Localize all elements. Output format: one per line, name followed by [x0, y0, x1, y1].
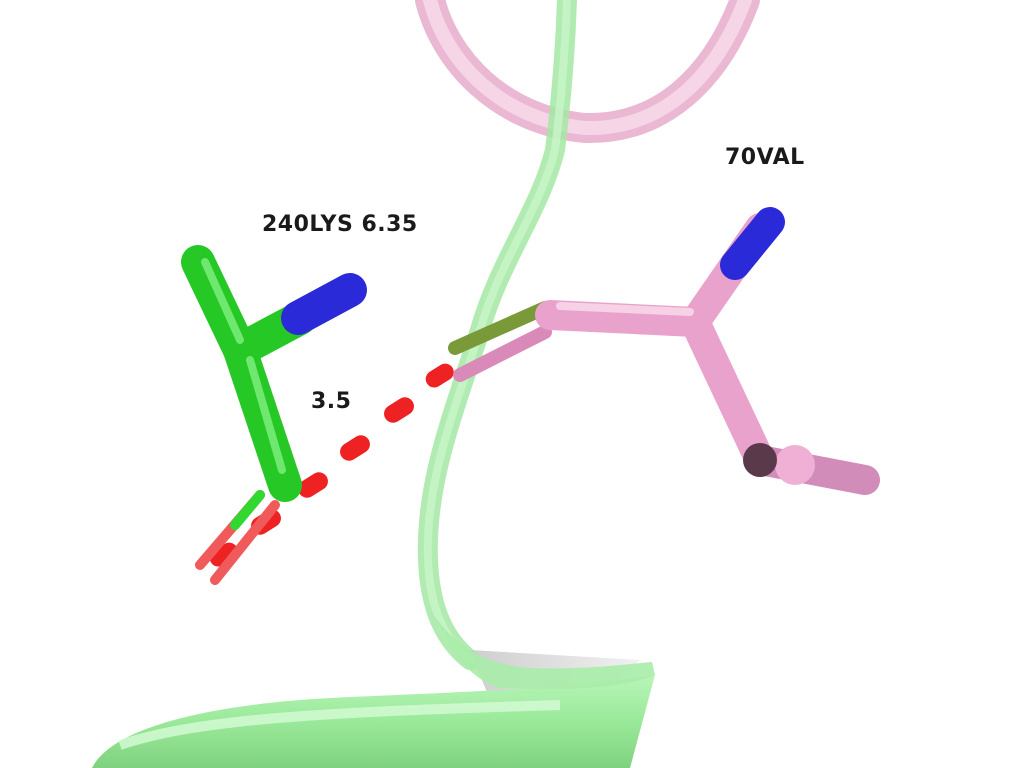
lys-residue: [181, 245, 367, 585]
hbond-dashes: [209, 363, 454, 567]
val-carbonyl: [448, 301, 552, 382]
distance-label: 3.5: [311, 389, 352, 414]
val-residue: [535, 207, 880, 495]
residue-label-lys: 240LYS 6.35: [262, 212, 418, 237]
residue-label-val: 70VAL: [725, 145, 805, 170]
pink-loop-ribbon: [415, 0, 760, 144]
green-helix-ribbon: [92, 675, 655, 768]
